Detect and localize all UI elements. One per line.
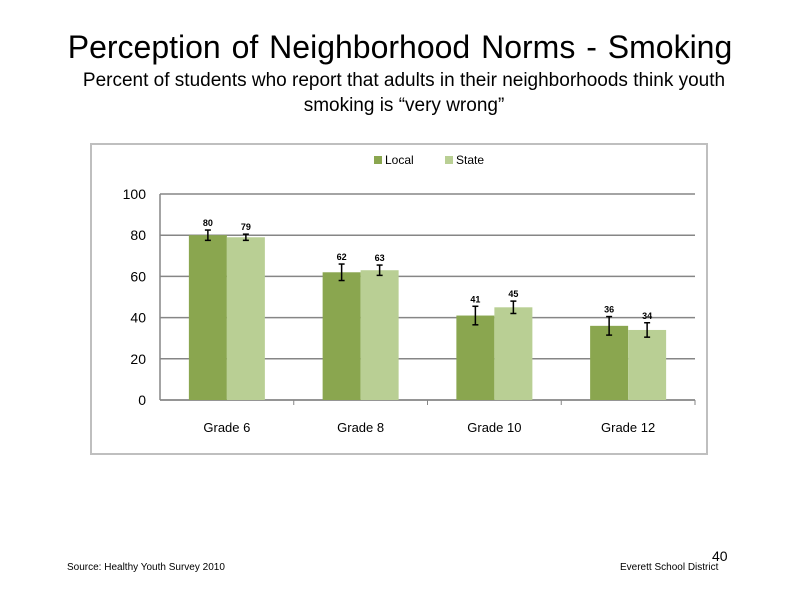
slide-subtitle: Percent of students who report that adul… — [28, 68, 780, 118]
bar-state — [494, 307, 533, 400]
subtitle-line-1: Percent of students who report that adul… — [82, 70, 726, 91]
organization-name: Everett School District — [620, 562, 719, 573]
bar-state — [360, 270, 399, 400]
data-label: 62 — [337, 252, 347, 262]
bar-local — [322, 272, 361, 400]
legend-label-state: State — [456, 153, 484, 167]
category-label: Grade 6 — [203, 420, 250, 435]
source-note: Source: Healthy Youth Survey 2010 — [67, 562, 225, 573]
data-label: 34 — [642, 311, 652, 321]
subtitle-line-2: smoking is “very wrong” — [303, 95, 505, 116]
bar-state — [226, 237, 265, 400]
y-tick-label: 40 — [130, 310, 146, 326]
category-label: Grade 10 — [467, 420, 521, 435]
bar-state — [628, 329, 667, 400]
bar-local — [456, 315, 495, 400]
data-label: 41 — [470, 294, 480, 304]
data-label: 80 — [203, 218, 213, 228]
y-tick-label: 100 — [123, 186, 147, 202]
legend-label-local: Local — [385, 153, 414, 167]
category-label: Grade 12 — [601, 420, 655, 435]
data-label: 79 — [241, 222, 251, 232]
bar-local — [188, 235, 227, 400]
legend-swatch-state — [445, 156, 453, 164]
category-label: Grade 8 — [337, 420, 384, 435]
y-tick-label: 60 — [130, 268, 146, 284]
bar-local — [590, 325, 629, 400]
data-label: 36 — [604, 305, 614, 315]
slide-title: Perception of Neighborhood Norms - Smoki… — [67, 29, 733, 65]
page-number: 40 — [712, 548, 728, 564]
data-label: 45 — [508, 289, 518, 299]
y-tick-label: 80 — [130, 227, 146, 243]
legend-swatch-local — [374, 156, 382, 164]
data-label: 63 — [375, 253, 385, 263]
y-tick-label: 20 — [130, 351, 146, 367]
y-tick-label: 0 — [138, 392, 146, 408]
